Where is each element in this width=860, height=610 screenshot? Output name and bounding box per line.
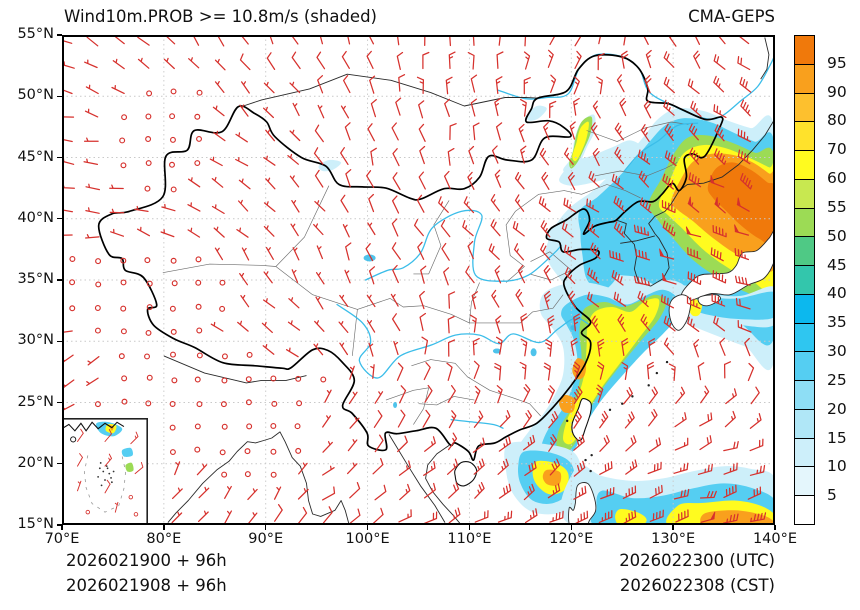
x-tick [468,525,471,530]
x-tick [774,525,776,530]
y-tick-label: 15°N [17,516,54,532]
colorbar-cell [795,438,814,468]
colorbar-cell [795,237,814,267]
colorbar-label: 80 [827,111,847,130]
colorbar-cell [795,64,814,94]
colorbar-label: 15 [827,428,847,447]
y-tick-label: 55°N [17,26,54,42]
colorbar-label: 95 [827,53,847,72]
footer-valid-cst: 2026022308 (CST) [619,576,775,595]
x-tick [570,525,572,530]
x-tick-label: 130°E [651,531,696,547]
y-tick [57,34,62,36]
colorbar [794,35,815,525]
y-tick [57,463,62,465]
x-tick-label: 80°E [146,531,182,547]
x-tick-label: 120°E [549,531,594,547]
y-tick [57,401,62,404]
x-tick [672,525,674,530]
footer-init-utc: 2026021900 + 96h [66,551,227,570]
gridlines-layer [62,35,775,525]
plot-border [62,35,775,525]
colorbar-cell [795,409,814,439]
x-tick [61,525,63,530]
y-tick-label: 35°N [17,271,54,287]
page-title: Wind10m.PROB >= 10.8m/s (shaded) [64,7,377,26]
coastlines-layer [163,37,775,525]
y-tick [57,279,62,281]
y-tick [57,95,62,97]
china-border-layer [97,53,724,487]
y-tick-label: 20°N [17,454,54,471]
x-tick-label: 110°E [447,531,492,547]
footer-valid-utc: 2026022300 (UTC) [619,551,775,570]
colorbar-cell [795,323,814,353]
province-borders-layer [162,121,689,425]
x-tick-label: 70°E [44,531,80,547]
inset-map [62,417,149,525]
colorbar-label: 45 [827,255,847,274]
colorbar-label: 90 [827,82,847,101]
x-tick-label: 90°E [248,531,284,547]
colorbar-label: 70 [827,140,847,159]
y-tick [57,218,62,220]
x-tick-label: 100°E [345,531,390,547]
probability-shading-layer [318,105,775,525]
colorbar-cell [795,151,814,180]
colorbar-label: 60 [827,169,847,188]
x-tick [163,525,165,530]
map-plot-area [62,35,775,525]
model-label: CMA-GEPS [688,7,775,26]
y-tick-label: 30°N [17,332,54,349]
colorbar-cell [795,179,814,209]
colorbar-label: 20 [827,399,847,418]
y-tick-label: 45°N [17,148,54,165]
map-canvas [62,35,775,525]
colorbar-label: 10 [827,457,847,476]
y-tick-label: 50°N [17,87,54,104]
colorbar-cell [795,381,814,410]
colorbar-label: 40 [827,284,847,303]
footer-init-cst: 2026021908 + 96h [66,576,227,595]
colorbar-label: 5 [827,486,837,505]
colorbar-label: 55 [827,197,847,216]
y-tick [57,340,62,342]
y-tick [57,156,62,159]
wind-barbs-layer [62,35,767,525]
y-tick-label: 40°N [17,209,54,226]
colorbar-cell [795,36,814,65]
y-tick [57,524,62,526]
colorbar-cell [795,266,814,295]
colorbar-cell [795,294,814,324]
y-tick-label: 25°N [17,393,54,410]
colorbar-label: 30 [827,342,847,361]
x-tick [265,525,267,530]
colorbar-cell [795,93,814,123]
colorbar-cell [795,208,814,238]
colorbar-cell [795,352,814,382]
x-tick [366,525,369,530]
colorbar-label: 50 [827,226,847,245]
colorbar-cell [795,496,814,525]
colorbar-label: 35 [827,313,847,332]
colorbar-cell [795,467,814,497]
colorbar-cell [795,122,814,152]
x-tick-label: 140°E [752,531,798,547]
colorbar-label: 25 [827,370,847,389]
island-dots-layer [566,360,669,473]
